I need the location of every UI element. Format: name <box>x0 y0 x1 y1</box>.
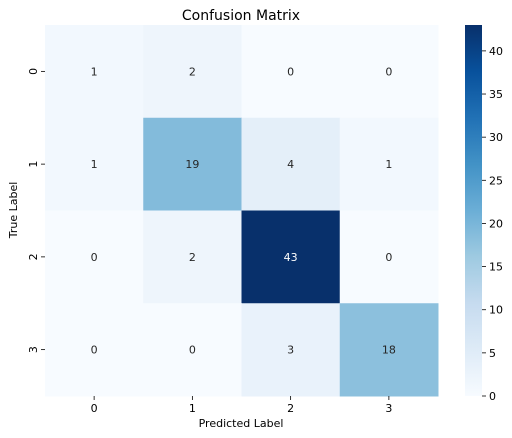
cell-value-label: 2 <box>189 65 196 78</box>
heatmap-cell <box>241 25 341 119</box>
heatmap-cell <box>241 117 341 211</box>
cell-value-label: 0 <box>91 344 98 357</box>
x-tick-label: 3 <box>385 402 392 415</box>
heatmap-cell <box>45 25 144 119</box>
cell-value-label: 0 <box>385 65 392 78</box>
colorbar <box>465 25 482 396</box>
heatmap-cell <box>339 210 439 304</box>
cell-value-label: 2 <box>189 251 196 264</box>
colorbar-tick-label: 15 <box>489 261 503 274</box>
colorbar-tick-label: 25 <box>489 174 503 187</box>
cell-value-label: 1 <box>91 65 98 78</box>
cell-value-label: 0 <box>91 251 98 264</box>
heatmap-cells <box>45 25 439 397</box>
colorbar-tick-label: 35 <box>489 88 503 101</box>
cell-value-label: 4 <box>287 158 294 171</box>
heatmap-cell <box>143 25 242 119</box>
cell-value-labels: 1 2 0 0 1 19 4 1 0 2 43 0 0 0 3 18 <box>91 65 396 356</box>
chart-title: Confusion Matrix <box>182 8 300 24</box>
colorbar-tick-label: 20 <box>489 217 503 230</box>
colorbar-tick-label: 30 <box>489 131 503 144</box>
colorbar-tick-label: 40 <box>489 45 503 58</box>
x-tick-label: 0 <box>91 402 98 415</box>
heatmap-cell <box>45 117 144 211</box>
heatmap-cell <box>339 303 439 397</box>
x-tick-label: 2 <box>287 402 294 415</box>
cell-value-label: 0 <box>189 344 196 357</box>
heatmap-cell <box>241 303 341 397</box>
cell-value-label: 0 <box>385 251 392 264</box>
heatmap-cell <box>143 303 242 397</box>
y-tick-label: 3 <box>27 346 40 353</box>
y-tick-label: 2 <box>27 253 40 260</box>
heatmap-cell <box>143 117 242 211</box>
x-tick-label: 1 <box>189 402 196 415</box>
cell-value-label: 3 <box>287 344 294 357</box>
x-axis-ticks: 0 1 2 3 <box>91 396 392 415</box>
cell-value-label: 1 <box>91 158 98 171</box>
heatmap-cell <box>339 117 439 211</box>
y-tick-label: 0 <box>27 68 40 75</box>
colorbar-ticks: 0 5 10 15 20 25 30 35 40 <box>482 45 503 403</box>
heatmap-cell <box>143 210 242 304</box>
heatmap-cell <box>339 25 439 119</box>
cell-value-label: 43 <box>284 251 298 264</box>
cell-value-label: 0 <box>287 65 294 78</box>
y-tick-label: 1 <box>27 161 40 168</box>
cell-value-label: 18 <box>382 344 396 357</box>
colorbar-tick-label: 5 <box>489 347 496 360</box>
heatmap-cell <box>45 210 144 304</box>
heatmap-cell <box>241 210 341 304</box>
heatmap-cell <box>45 303 144 397</box>
y-axis-label: True Label <box>7 182 20 240</box>
x-axis-label: Predicted Label <box>199 417 284 430</box>
colorbar-tick-label: 0 <box>489 390 496 403</box>
y-axis-ticks: 0 1 2 3 <box>27 68 45 353</box>
cell-value-label: 1 <box>385 158 392 171</box>
cell-value-label: 19 <box>185 158 199 171</box>
colorbar-tick-label: 10 <box>489 304 503 317</box>
